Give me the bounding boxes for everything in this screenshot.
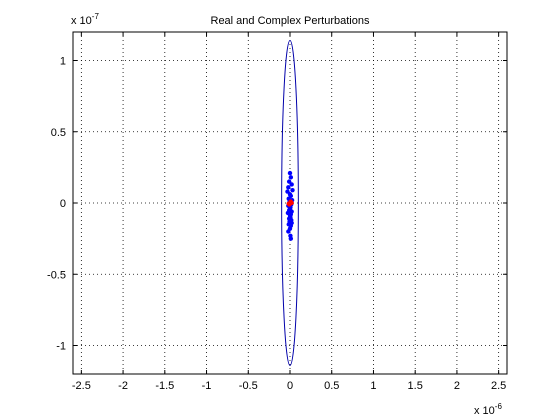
x-tick-label: 0 bbox=[287, 380, 293, 392]
data-point bbox=[286, 179, 292, 184]
y-multiplier-exponent: -7 bbox=[92, 12, 100, 21]
chart-title: Real and Complex Perturbations bbox=[211, 15, 370, 27]
data-point bbox=[285, 189, 290, 194]
data-point bbox=[288, 175, 294, 180]
x-tick-label: 1 bbox=[370, 380, 376, 392]
axis-ticks: -2.5 -2 -1.5 -1 -0.5 0 0.5 1 1.5 2 2.5 -1 -0.5 0 0.5 1 bbox=[47, 32, 507, 392]
x-tick-label: 0.5 bbox=[324, 380, 339, 392]
y-tick-label: -0.5 bbox=[47, 269, 66, 281]
x-axis-multiplier: x 10-6 bbox=[474, 402, 502, 417]
y-tick-label: 0 bbox=[60, 198, 66, 210]
x-tick-label: -1 bbox=[202, 380, 212, 392]
x-tick-label: 2.5 bbox=[491, 380, 506, 392]
data-point bbox=[289, 182, 294, 187]
data-point bbox=[286, 185, 291, 190]
y-tick-label: 0.5 bbox=[51, 127, 66, 139]
point-series-2 bbox=[286, 199, 294, 207]
data-point bbox=[288, 236, 294, 241]
x-tick-label: 1.5 bbox=[408, 380, 423, 392]
data-series bbox=[281, 40, 299, 366]
x-tick-label: 2 bbox=[454, 380, 460, 392]
x-multiplier-exponent: -6 bbox=[495, 402, 503, 411]
y-tick-label: 1 bbox=[60, 56, 66, 68]
y-tick-label: -1 bbox=[56, 341, 66, 353]
data-point bbox=[286, 229, 291, 234]
y-multiplier-base: x 10 bbox=[71, 15, 92, 27]
x-tick-label: -2.5 bbox=[72, 380, 91, 392]
data-point bbox=[287, 170, 293, 176]
ellipse-bound bbox=[281, 40, 299, 366]
grid-lines bbox=[73, 32, 507, 374]
x-tick-label: -0.5 bbox=[239, 380, 258, 392]
x-tick-label: -2 bbox=[118, 380, 128, 392]
x-tick-label: -1.5 bbox=[155, 380, 174, 392]
data-point bbox=[290, 187, 295, 193]
y-axis-multiplier: x 10-7 bbox=[71, 12, 99, 27]
data-point bbox=[289, 200, 294, 206]
x-multiplier-base: x 10 bbox=[474, 405, 495, 417]
